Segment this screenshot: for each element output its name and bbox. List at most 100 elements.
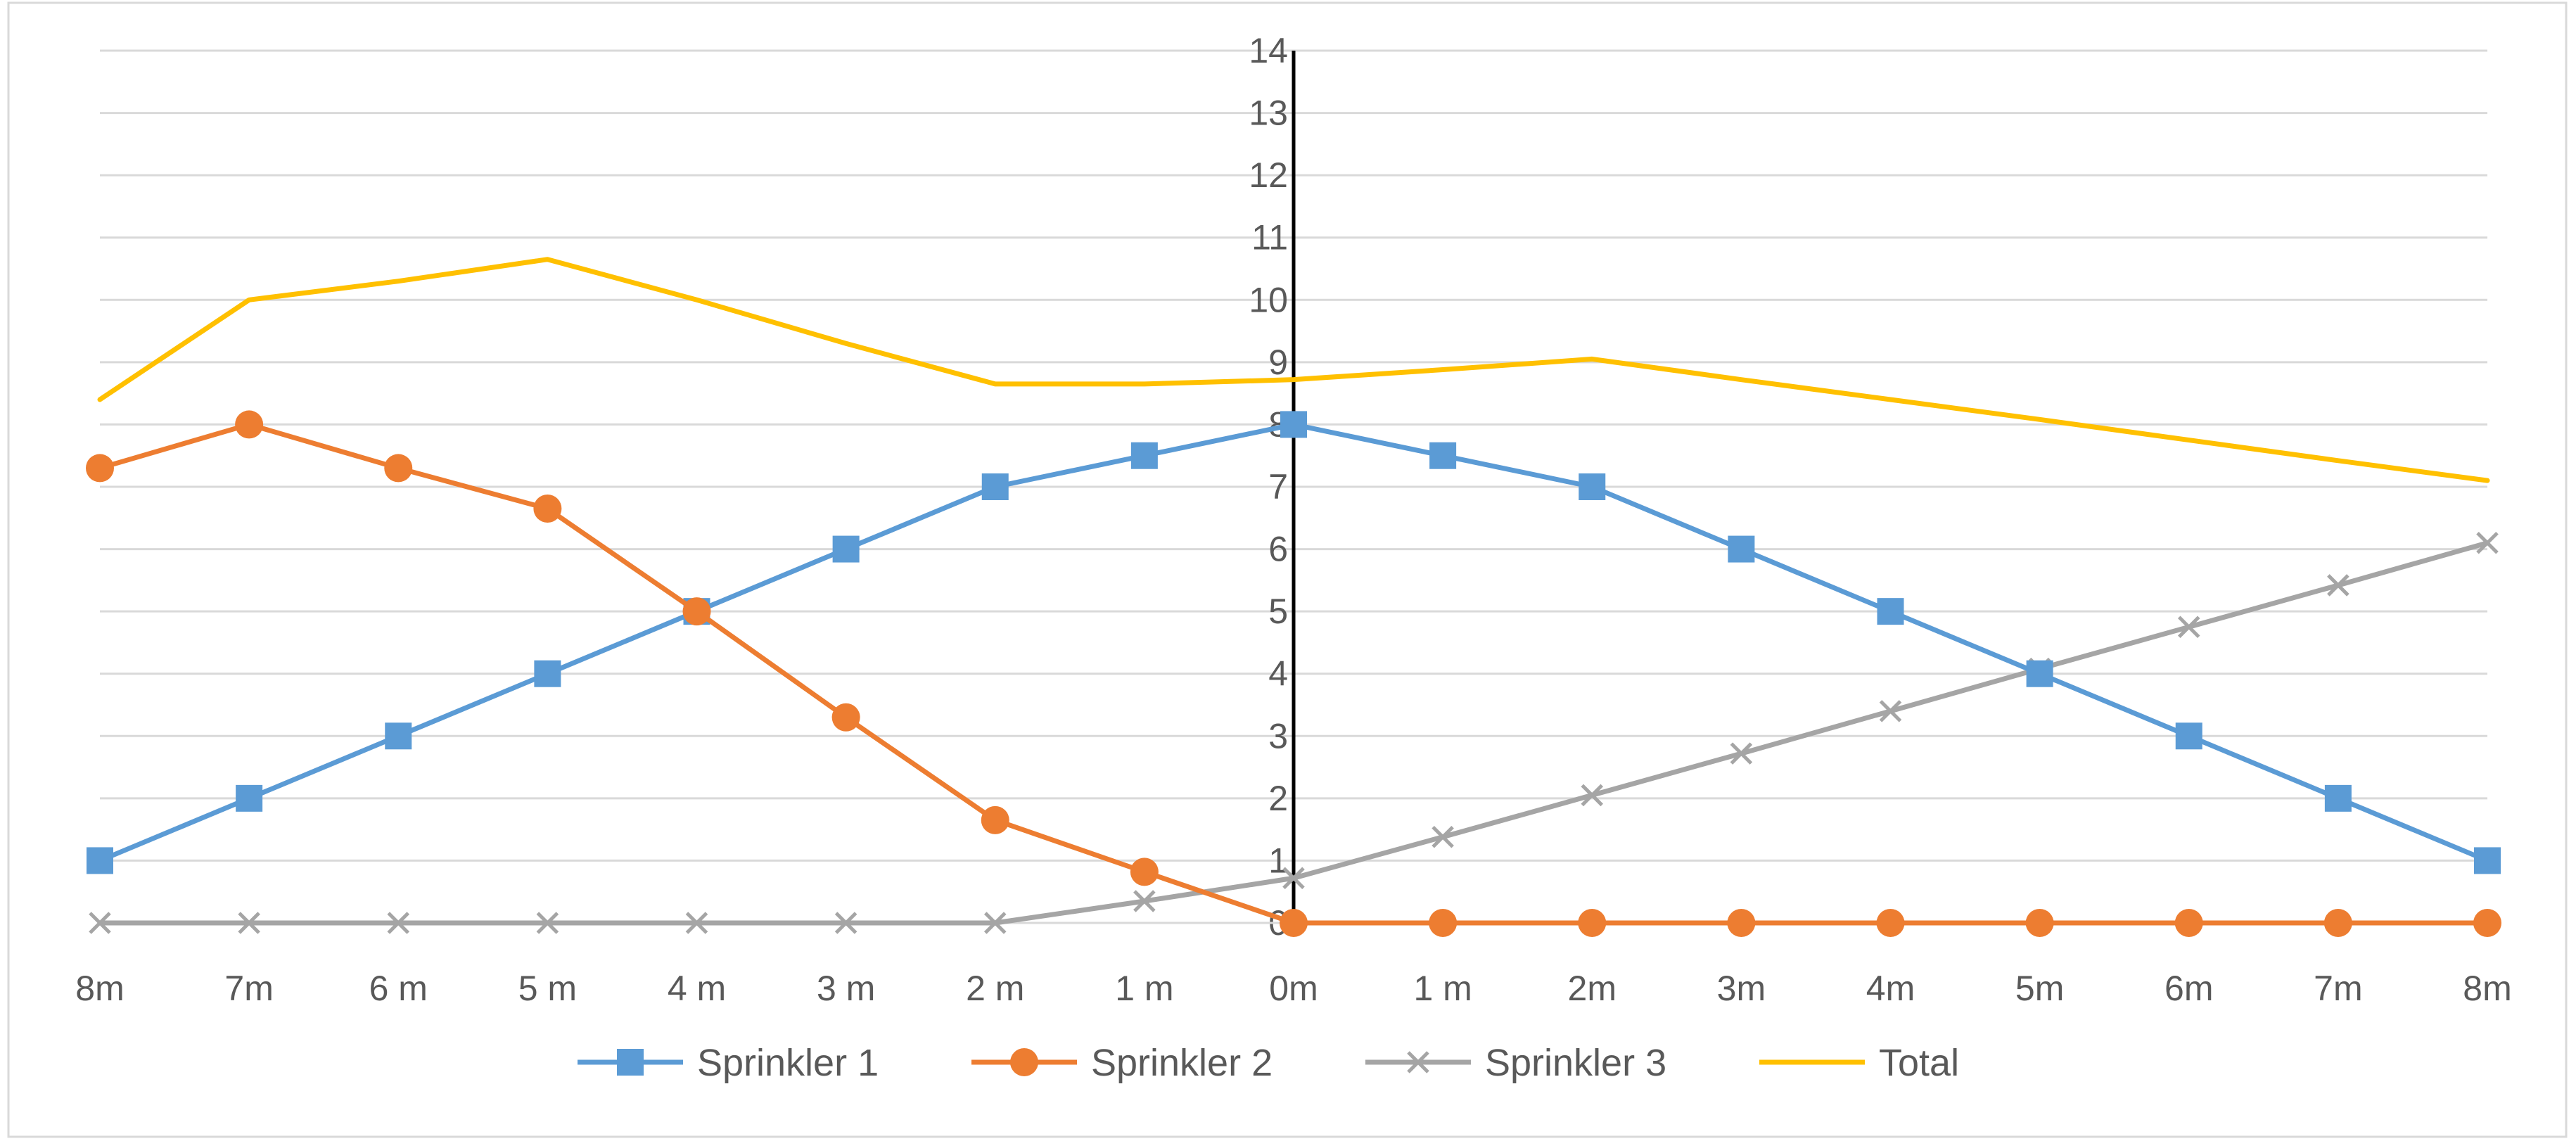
y-tick-label: 14 xyxy=(1249,31,1288,70)
sprinkler-2-point xyxy=(831,703,860,732)
x-tick-label: 1 m xyxy=(1115,969,1173,1008)
x-tick-label: 2 m xyxy=(966,969,1024,1008)
sprinkler-1-point xyxy=(2026,660,2053,687)
x-marker-stroke xyxy=(834,912,857,934)
y-tick-label: 13 xyxy=(1249,94,1288,133)
series-total xyxy=(97,257,2490,483)
sprinkler-2-point xyxy=(235,410,264,439)
sprinkler-3-point xyxy=(1581,784,1604,807)
legend-label: Sprinkler 2 xyxy=(1091,1042,1273,1084)
x-axis-ticks: 8m 7m 6 m 5 m 4 m 3 m 2 m 1 m 0m 1 m 2m 3m 4m 5m 6m 7m 8… xyxy=(75,969,2511,1008)
total-line xyxy=(97,257,2490,483)
x-marker-stroke xyxy=(89,912,111,934)
x-marker-stroke xyxy=(1730,742,1753,765)
sprinkler-1-point xyxy=(2474,847,2501,874)
sprinkler-2-point xyxy=(981,805,1009,834)
sprinkler-3-point xyxy=(685,912,708,934)
sprinkler-1-point xyxy=(385,722,412,750)
sprinkler-1-point xyxy=(534,660,561,687)
x-marker-stroke xyxy=(387,912,410,934)
y-tick-label: 7 xyxy=(1268,467,1288,506)
legend-item-sprinkler-2: Sprinkler 2 xyxy=(971,1042,1273,1084)
sprinkler-2-point xyxy=(1578,909,1607,937)
sprinkler-2-point xyxy=(1429,909,1458,937)
series-sprinkler-2 xyxy=(86,410,2501,937)
x-marker-stroke xyxy=(536,912,559,934)
chart-frame xyxy=(7,1,2568,1138)
legend-label: Total xyxy=(1879,1042,1959,1084)
sprinkler-2-point xyxy=(86,454,114,483)
series-sprinkler-1 xyxy=(87,411,2501,874)
x-tick-label: 3m xyxy=(1717,969,1766,1008)
sprinkler-2-point xyxy=(2323,909,2352,937)
x-tick-label: 8m xyxy=(2463,969,2511,1008)
x-marker-stroke xyxy=(2476,531,2499,554)
legend-label: Sprinkler 3 xyxy=(1485,1042,1666,1084)
y-tick-label: 5 xyxy=(1268,592,1288,631)
sprinkler-1-point xyxy=(87,847,113,874)
sprinkler-2-point xyxy=(1876,909,1905,937)
sprinkler-3-point xyxy=(834,912,857,934)
y-tick-label: 4 xyxy=(1268,654,1288,694)
x-tick-label: 2m xyxy=(1568,969,1617,1008)
sprinkler-1-point xyxy=(2324,784,2352,812)
y-tick-label: 1 xyxy=(1268,841,1288,880)
sprinkler-3-point xyxy=(387,912,410,934)
sprinkler-3-point xyxy=(1730,742,1753,765)
legend-label: Sprinkler 1 xyxy=(697,1042,879,1084)
x-tick-label: 6m xyxy=(2164,969,2213,1008)
sprinkler-1-point xyxy=(1280,411,1307,438)
y-tick-label: 3 xyxy=(1268,716,1288,756)
series xyxy=(86,257,2501,937)
x-marker-stroke xyxy=(1581,784,1604,807)
x-marker-stroke xyxy=(685,912,708,934)
y-tick-label: 6 xyxy=(1268,530,1288,569)
sprinkler-3-point xyxy=(1133,890,1156,912)
sprinkler-3-point xyxy=(2476,531,2499,554)
legend-swatch-marker xyxy=(1407,1051,1429,1073)
sprinkler-1-point xyxy=(1429,442,1457,469)
legend-swatch-marker xyxy=(1010,1048,1038,1076)
sprinkler-1-point xyxy=(1728,535,1755,563)
sprinkler-1-point xyxy=(1877,598,1904,625)
sprinkler-1-point xyxy=(981,473,1009,500)
x-marker-stroke xyxy=(238,912,260,934)
legend: Sprinkler 1 Sprinkler 2 Sprinkler 3 Total xyxy=(578,1042,1959,1084)
sprinkler-3-point xyxy=(1432,826,1454,848)
sprinkler-3-point xyxy=(1879,700,1902,722)
x-marker-stroke xyxy=(2177,616,2200,639)
x-tick-label: 1 m xyxy=(1413,969,1472,1008)
series-sprinkler-3 xyxy=(89,531,2499,934)
legend-item-total: Total xyxy=(1759,1042,1959,1084)
sprinkler-2-point xyxy=(2473,909,2501,937)
x-marker-stroke xyxy=(1879,700,1902,722)
x-tick-label: 0m xyxy=(1269,969,1318,1008)
sprinkler-1-point xyxy=(832,535,860,563)
legend-swatch-marker xyxy=(617,1049,644,1076)
x-tick-label: 4 m xyxy=(668,969,726,1008)
sprinkler-2-point xyxy=(2174,909,2203,937)
sprinkler-3-point xyxy=(238,912,260,934)
sprinkler-1-point xyxy=(1579,473,1606,500)
x-tick-label: 5m xyxy=(2015,969,2064,1008)
x-marker-stroke xyxy=(1432,826,1454,848)
x-marker-stroke xyxy=(1133,890,1156,912)
x-tick-label: 8m xyxy=(75,969,124,1008)
y-tick-label: 11 xyxy=(1251,218,1288,257)
sprinkler-3-point xyxy=(1282,867,1305,889)
sprinkler-3-point xyxy=(2177,616,2200,639)
y-tick-label: 9 xyxy=(1268,343,1288,382)
sprinkler-3-point xyxy=(983,912,1007,934)
y-tick-label: 2 xyxy=(1268,779,1288,818)
x-marker-stroke xyxy=(2327,574,2349,597)
y-tick-label: 10 xyxy=(1249,280,1288,319)
sprinkler-2-point xyxy=(682,597,711,626)
legend-item-sprinkler-3: Sprinkler 3 xyxy=(1365,1042,1666,1084)
sprinkler-2-point xyxy=(1727,909,1756,937)
sprinkler-2-point xyxy=(1130,858,1159,886)
x-tick-label: 7m xyxy=(224,969,273,1008)
x-tick-label: 6 m xyxy=(369,969,428,1008)
y-tick-label: 12 xyxy=(1249,155,1288,195)
x-tick-label: 5 m xyxy=(518,969,577,1008)
